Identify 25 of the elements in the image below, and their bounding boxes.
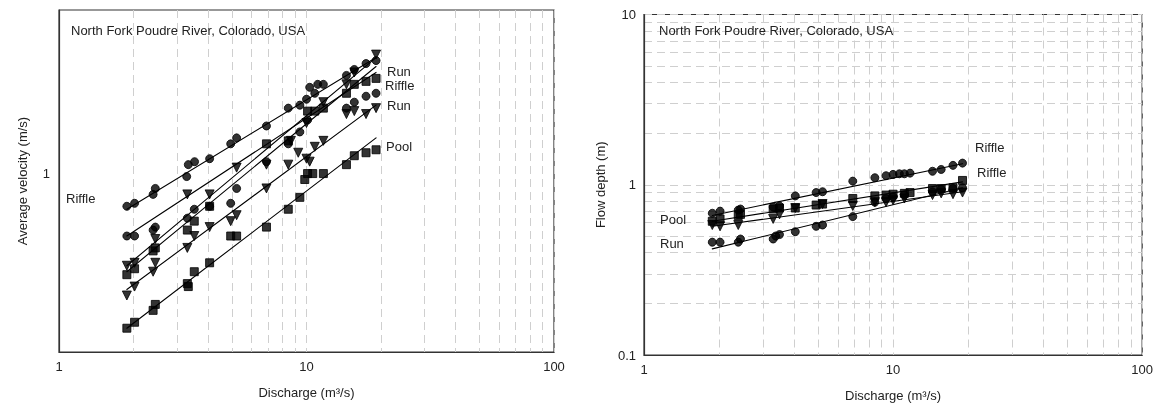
x-axis-title: Discharge (m³/s) [258, 385, 355, 400]
annotation: Riffle [977, 164, 1007, 180]
x-tick-label: 1 [640, 362, 648, 377]
annotation: Run [387, 63, 411, 79]
x-tick-label: 100 [543, 359, 565, 374]
text: 1 [42, 165, 50, 181]
annotation: Riffle [975, 139, 1005, 155]
annotation: Riffle [66, 190, 96, 206]
annotation: Pool [386, 138, 413, 154]
annotation: Run [660, 235, 684, 251]
y-axis-title: Flow depth (m) [593, 141, 609, 229]
y-tick-label: 1 [628, 177, 636, 193]
annotation: Pool [660, 211, 687, 227]
annotation: Riffle [385, 77, 415, 93]
x-tick-label: 100 [1131, 362, 1154, 377]
chart-title: North Fork Poudre River, Colorado, USA [71, 23, 306, 38]
x-tick-label: 10 [885, 362, 901, 377]
text: North Fork Poudre River, Colorado, USA [659, 23, 894, 38]
y-tick-label: 0.1 [617, 347, 636, 363]
y-tick-label: 10 [621, 7, 636, 22]
x-tick-label: 10 [299, 359, 314, 374]
x-tick-label: 1 [55, 359, 63, 374]
y-axis-title: Average velocity (m/s) [15, 116, 30, 246]
x-axis-title: Discharge (m³/s) [845, 388, 942, 403]
annotation: Run [387, 97, 411, 113]
